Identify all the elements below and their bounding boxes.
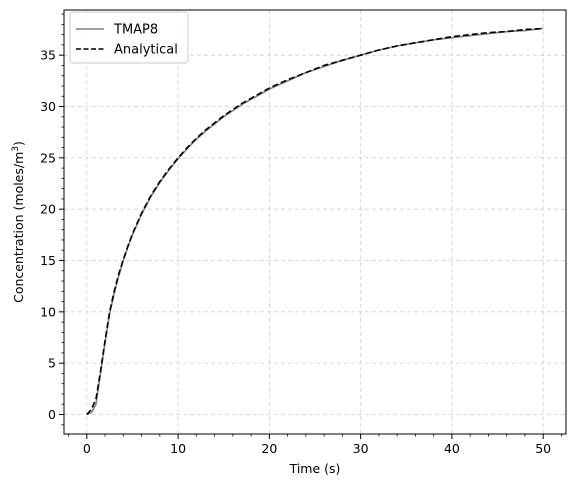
series-line-analytical xyxy=(86,27,544,416)
y-tick-label: 5 xyxy=(48,356,56,371)
y-axis-title-end: ) xyxy=(11,141,26,146)
series-lines xyxy=(86,27,544,416)
legend-label-analytical: Analytical xyxy=(114,43,178,58)
y-tick-label: 35 xyxy=(40,48,56,63)
axis-ticks: 0 10 20 30 40 50 0 5 10 15 20 25 30 35 xyxy=(40,13,562,456)
x-tick-label: 50 xyxy=(535,441,551,456)
series-line-tmap8 xyxy=(86,27,544,416)
y-axis-title: Concentration (moles/m3) xyxy=(11,141,26,303)
x-tick-label: 30 xyxy=(353,441,369,456)
x-tick-label: 10 xyxy=(170,441,186,456)
x-tick-label: 20 xyxy=(261,441,277,456)
legend: TMAP8 Analytical xyxy=(69,11,189,64)
x-tick-label: 0 xyxy=(83,441,91,456)
x-axis-title: Time (s) xyxy=(289,461,341,476)
y-tick-label: 0 xyxy=(48,407,56,422)
x-tick-label: 40 xyxy=(444,441,460,456)
grid-lines xyxy=(64,10,566,434)
y-tick-label: 20 xyxy=(40,202,56,217)
y-tick-label: 25 xyxy=(40,150,56,165)
y-tick-label: 30 xyxy=(40,99,56,114)
y-tick-label: 15 xyxy=(40,253,56,268)
legend-label-tmap8: TMAP8 xyxy=(113,23,158,38)
y-axis-title-main: Concentration (moles/m xyxy=(11,152,26,303)
plot-area-frame xyxy=(63,9,567,435)
y-axis-title-superscript: 3 xyxy=(11,146,21,152)
legend-box xyxy=(69,11,189,64)
y-tick-label: 10 xyxy=(40,304,56,319)
